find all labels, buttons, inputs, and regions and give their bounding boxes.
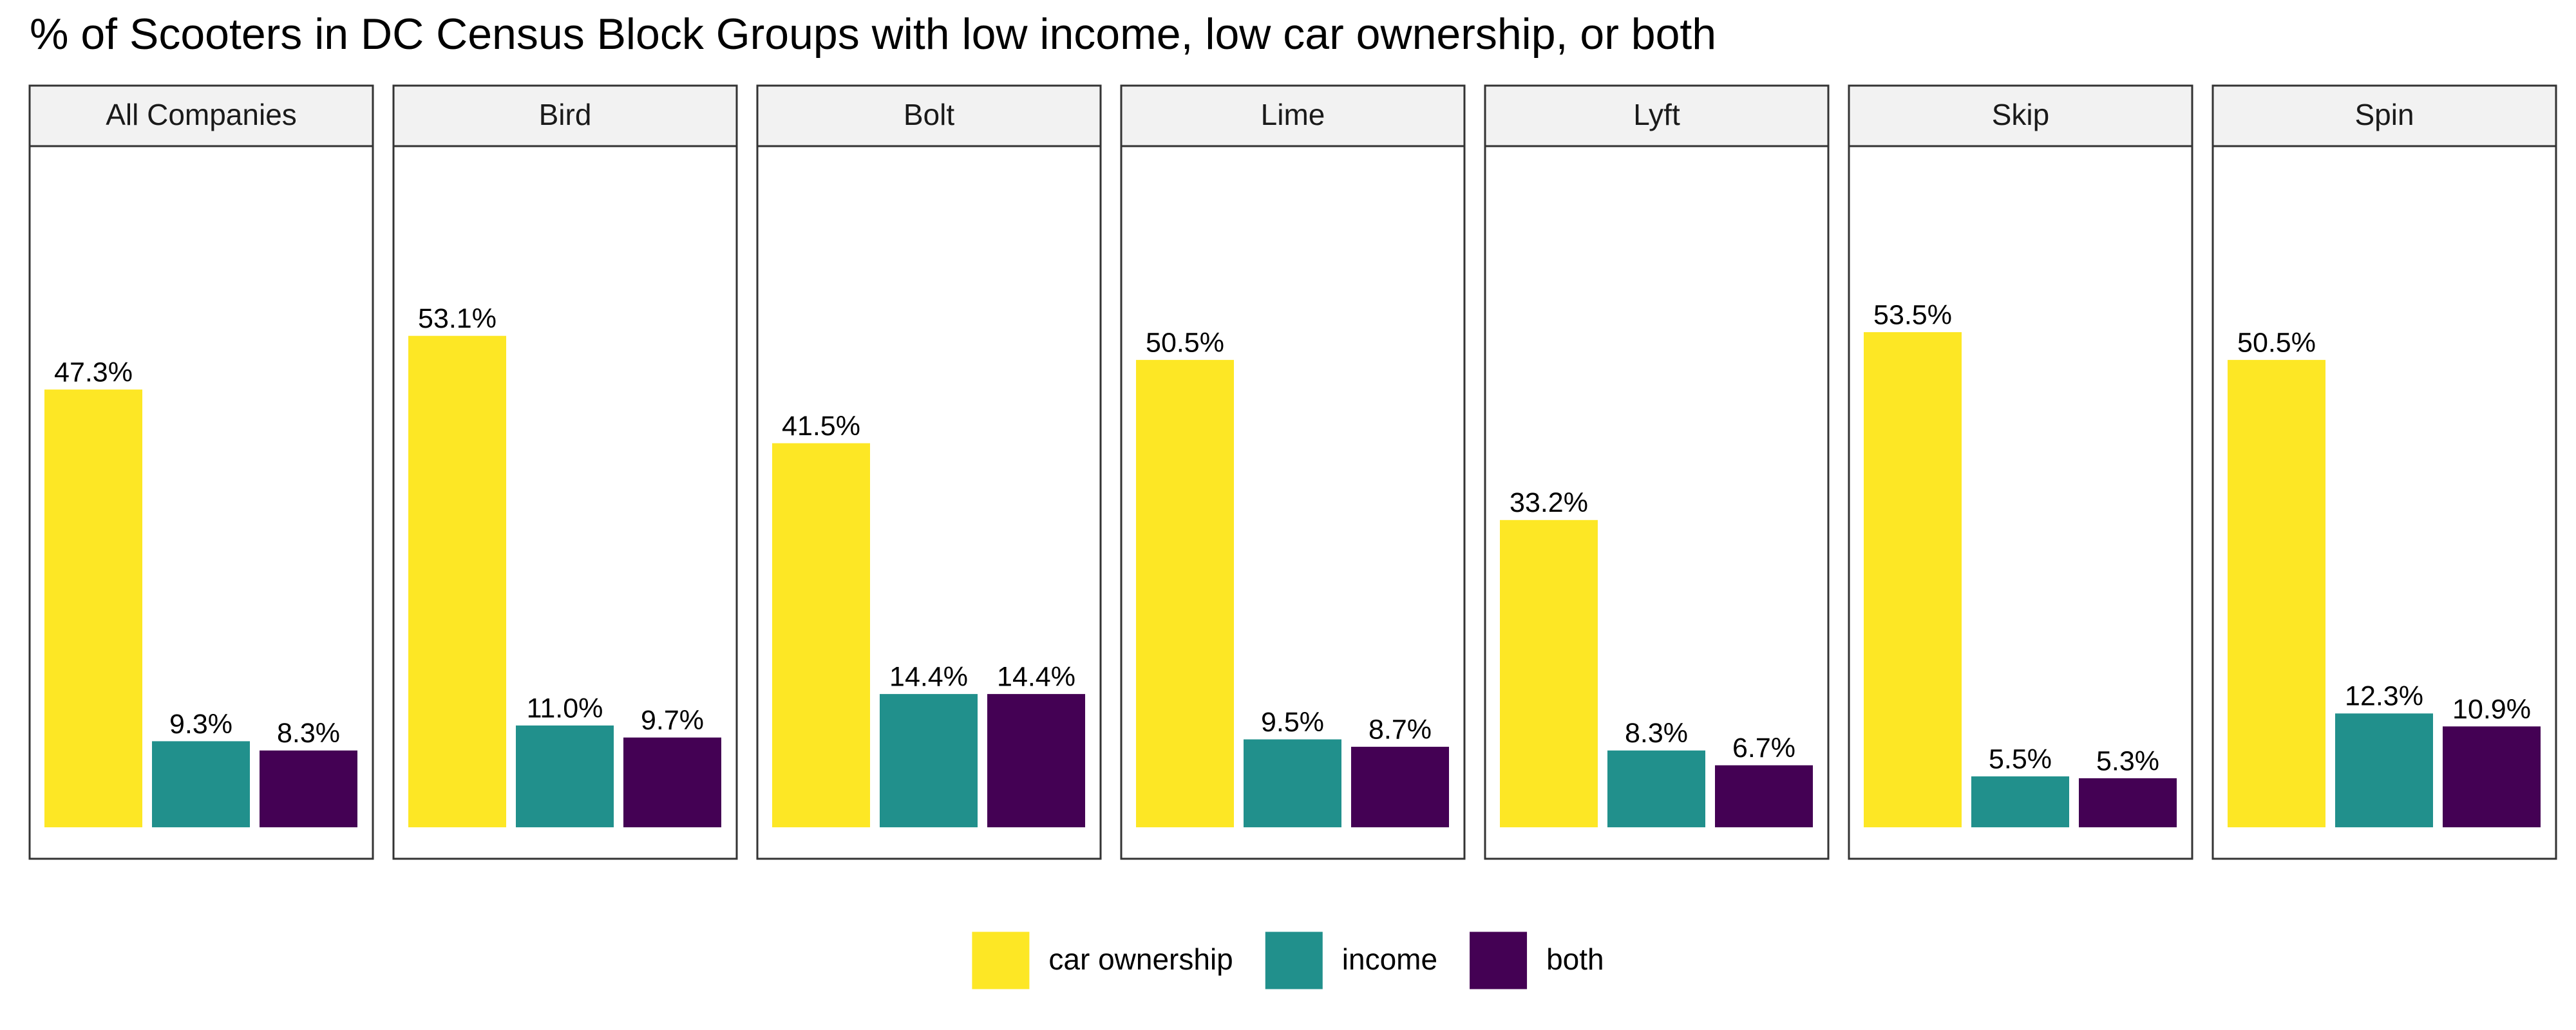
value-label: 8.7% — [1368, 714, 1432, 745]
bar — [152, 741, 250, 828]
bar — [772, 443, 870, 828]
bar — [260, 750, 357, 828]
value-label: 5.3% — [2096, 745, 2159, 776]
bar — [1864, 332, 1962, 828]
value-label: 5.5% — [1989, 744, 2052, 774]
panel-border — [1120, 145, 1466, 860]
value-label: 11.0% — [527, 693, 603, 724]
strip-background — [28, 84, 374, 147]
panel-label: Bird — [539, 98, 592, 131]
strip-background — [1484, 84, 1830, 147]
legend-label: both — [1546, 942, 1604, 976]
value-label: 9.7% — [641, 705, 704, 736]
bar — [1136, 360, 1234, 828]
bar — [2335, 713, 2433, 828]
panel-border — [1484, 145, 1830, 860]
bar — [1715, 765, 1813, 828]
bar — [2079, 778, 2177, 828]
panel-border — [1848, 145, 2193, 860]
bar — [408, 335, 506, 828]
bar — [2443, 726, 2541, 828]
legend-key — [1265, 932, 1323, 989]
panel-border — [392, 145, 738, 860]
bar — [880, 694, 978, 828]
value-label: 47.3% — [54, 357, 133, 388]
value-label: 9.3% — [169, 709, 232, 740]
chart-title: % of Scooters in DC Census Block Groups … — [30, 10, 1716, 59]
value-label: 8.3% — [1625, 718, 1688, 749]
panel-label: Skip — [1992, 98, 2049, 131]
value-label: 14.4% — [889, 661, 968, 692]
bar — [623, 737, 721, 828]
panel-label: Bolt — [904, 98, 954, 131]
bar — [1244, 739, 1341, 828]
bar — [2228, 360, 2325, 828]
value-label: 12.3% — [2345, 681, 2423, 712]
legend-label: income — [1342, 942, 1437, 976]
panel-border — [2211, 145, 2557, 860]
panel-label: Lime — [1261, 98, 1325, 131]
panel-label: Lyft — [1633, 98, 1680, 131]
value-label: 14.4% — [997, 661, 1075, 692]
legend-key — [1470, 932, 1528, 989]
bar — [44, 389, 142, 828]
value-label: 53.5% — [1873, 299, 1952, 330]
value-label: 50.5% — [1146, 327, 1224, 358]
value-label: 6.7% — [1732, 733, 1795, 763]
bar — [1971, 776, 2069, 828]
value-label: 53.1% — [418, 303, 497, 334]
panel-label: All Companies — [106, 98, 297, 131]
value-label: 41.5% — [782, 411, 860, 442]
bar — [1351, 747, 1449, 828]
value-label: 33.2% — [1510, 487, 1588, 518]
value-label: 10.9% — [2452, 694, 2531, 725]
strip-background — [392, 84, 738, 147]
value-label: 9.5% — [1261, 707, 1324, 738]
legend-label: car ownership — [1048, 942, 1233, 976]
value-label: 50.5% — [2237, 327, 2316, 358]
panel-border — [28, 145, 374, 860]
bar — [987, 694, 1085, 828]
strip-background — [1848, 84, 2193, 147]
strip-background — [756, 84, 1102, 147]
strip-background — [2211, 84, 2557, 147]
bar — [516, 725, 614, 828]
panel-label: Spin — [2354, 98, 2414, 131]
legend-key — [972, 932, 1030, 989]
value-label: 8.3% — [277, 718, 340, 749]
bar — [1607, 750, 1705, 828]
strip-background — [1120, 84, 1466, 147]
panel-border — [756, 145, 1102, 860]
bar — [1500, 520, 1598, 828]
